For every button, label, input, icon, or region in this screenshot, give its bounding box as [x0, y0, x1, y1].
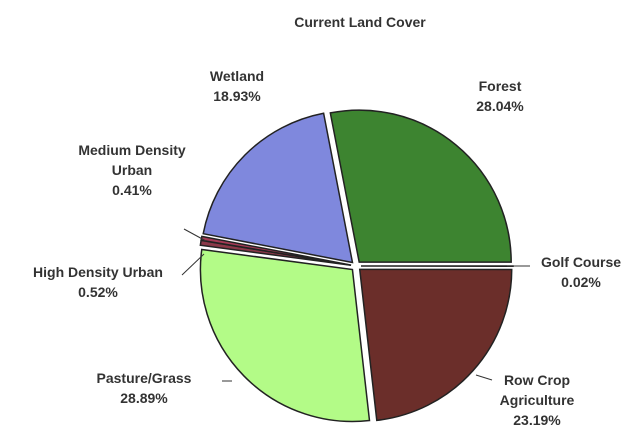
slice-label-line: Medium Density [78, 142, 186, 158]
slice-label-line: Row Crop [504, 372, 570, 388]
pie-slice-forest [329, 109, 512, 263]
pie-slice-pasture [199, 248, 371, 423]
slice-label-rowcrop: Row Crop Agriculture 23.19% [500, 372, 575, 428]
slice-labels: Forest 28.04% Golf Course 0.02% Row Crop Agri… [33, 68, 621, 428]
slice-label-line: Pasture/Grass [97, 370, 192, 386]
slice-label-line: 23.19% [513, 412, 561, 428]
leader-line-meddens [183, 228, 207, 242]
slice-label-line: Agriculture [500, 392, 575, 408]
slice-label-meddens: Medium Density Urban 0.41% [78, 142, 186, 198]
slice-label-line: 28.89% [120, 390, 168, 406]
pie-slices [199, 109, 514, 423]
slice-label-line: Golf Course [541, 254, 621, 270]
slice-label-line: 28.04% [476, 98, 524, 114]
pie-slice-rowcrop [358, 268, 513, 422]
slice-label-highdens: High Density Urban 0.52% [33, 264, 163, 300]
slice-label-forest: Forest 28.04% [476, 78, 524, 114]
chart-title: Current Land Cover [294, 14, 426, 30]
leader-lines [181, 228, 530, 382]
slice-label-line: 18.93% [213, 88, 261, 104]
slice-label-line: 0.02% [561, 274, 601, 290]
pie-slice-wetland [202, 112, 354, 264]
slice-label-line: Urban [112, 162, 152, 178]
slice-label-pasture: Pasture/Grass 28.89% [97, 370, 192, 406]
slice-label-line: Wetland [210, 68, 264, 84]
slice-label-line: High Density Urban [33, 264, 163, 280]
slice-label-line: Forest [479, 78, 522, 94]
leader-line-highdens [181, 253, 205, 276]
leader-line-rowcrop [475, 374, 493, 381]
slice-label-golf: Golf Course 0.02% [541, 254, 621, 290]
slice-label-line: 0.41% [112, 182, 152, 198]
slice-label-wetland: Wetland 18.93% [210, 68, 264, 104]
slice-label-line: 0.52% [78, 284, 118, 300]
